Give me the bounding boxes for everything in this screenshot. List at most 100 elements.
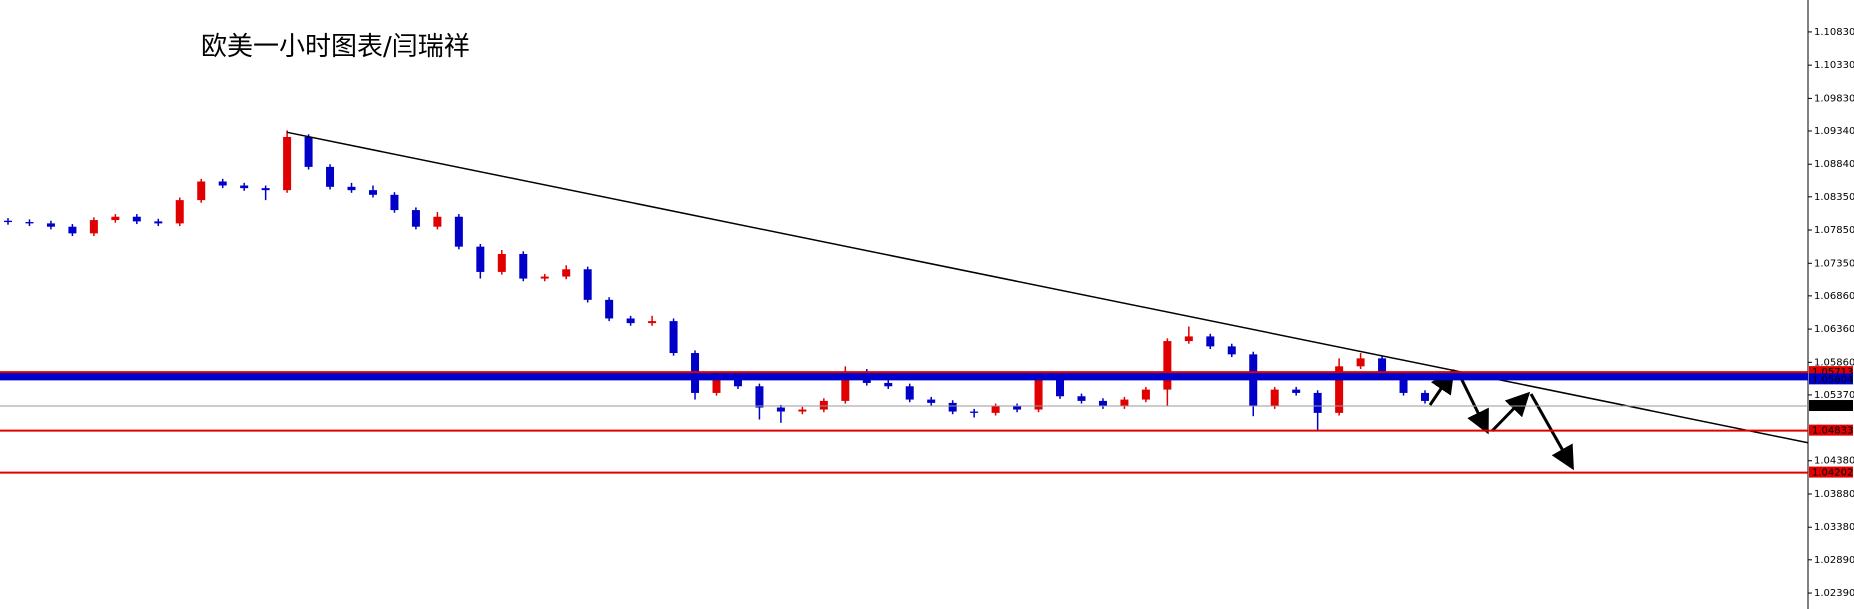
y-tick-label: 1.04380: [1814, 456, 1854, 467]
candle-body: [1421, 392, 1429, 401]
candle-body: [562, 269, 571, 277]
candle-body: [905, 386, 914, 400]
level-label: 1.04833: [1812, 426, 1853, 437]
y-tick-label: 1.02390: [1814, 588, 1854, 599]
candle-body: [368, 190, 377, 195]
candle-body: [132, 216, 141, 222]
candle-body: [648, 321, 657, 324]
candle-body: [948, 402, 957, 412]
forecast-arrows: [1428, 369, 1574, 471]
candle-body: [1163, 341, 1172, 390]
candle-body: [1098, 400, 1107, 407]
candle-body: [476, 246, 485, 272]
candle-body: [776, 407, 785, 412]
candle-body: [626, 318, 635, 324]
y-tick-label: 1.03880: [1814, 489, 1854, 500]
candle-body: [1335, 366, 1344, 413]
candle-body: [4, 220, 12, 223]
candle-body: [1013, 406, 1022, 410]
level-label-bg: [1809, 373, 1853, 385]
level-label: 1.05604: [1812, 374, 1853, 385]
y-tick-label: 1.10830: [1814, 27, 1854, 38]
candle-body: [497, 253, 506, 272]
candle-body: [197, 181, 206, 201]
candle-body: [798, 409, 807, 412]
y-tick-label: 1.08840: [1814, 159, 1854, 170]
candle-body: [218, 181, 227, 186]
y-tick-label: 1.07350: [1814, 258, 1854, 269]
candle-body: [411, 210, 420, 227]
candle-body: [755, 386, 764, 408]
candle-body: [991, 406, 1000, 413]
candle-body: [519, 253, 528, 279]
candle-body: [1034, 375, 1043, 410]
arrow: [1458, 375, 1489, 435]
level-band: [0, 372, 1808, 380]
candle-body: [712, 379, 721, 393]
candle-body: [1292, 389, 1301, 393]
level-label: 1.05203: [1812, 401, 1853, 412]
level-label: 1.04202: [1812, 468, 1853, 479]
candle-body: [347, 186, 356, 191]
y-tick-label: 1.03380: [1814, 522, 1854, 533]
y-tick-label: 1.05860: [1814, 357, 1854, 368]
candle-body: [326, 166, 335, 187]
y-tick-label: 1.06860: [1814, 291, 1854, 302]
level-label-bg: [1809, 466, 1853, 478]
candle-body: [970, 411, 979, 413]
candle-body: [46, 223, 55, 227]
y-tick-label: 1.09340: [1814, 126, 1854, 137]
y-tick-label: 1.02890: [1814, 555, 1854, 566]
level-label: 1.05713: [1812, 367, 1853, 378]
candle-body: [1184, 336, 1193, 342]
candle-body: [1077, 396, 1086, 401]
candle-body: [454, 216, 463, 247]
level-label-bg: [1809, 366, 1853, 378]
candle-body: [1206, 336, 1215, 347]
candle-body: [304, 136, 313, 167]
candle-body: [884, 382, 893, 387]
candle-body: [927, 399, 936, 403]
arrow: [1529, 393, 1574, 471]
candle-body: [68, 226, 77, 234]
level-label-bg: [1809, 424, 1853, 436]
candle-body: [1378, 358, 1387, 377]
y-tick-label: 1.07850: [1814, 225, 1854, 236]
candle-body: [583, 269, 592, 300]
trendline: [286, 131, 1809, 444]
candle-body: [283, 136, 292, 191]
candle-body: [433, 216, 442, 227]
candle-body: [1270, 389, 1279, 407]
candle-body: [605, 299, 614, 319]
y-tick-label: 1.10330: [1814, 60, 1854, 71]
candle-body: [733, 379, 742, 387]
y-tick-label: 1.06360: [1814, 324, 1854, 335]
level-label-bg: [1809, 400, 1853, 412]
chart-title: 欧美一小时图表/闫瑞祥: [201, 32, 470, 62]
candle-body: [1227, 346, 1236, 355]
arrow: [1490, 391, 1531, 433]
candle-body: [540, 276, 549, 279]
candle-body: [1399, 376, 1408, 393]
candle-body: [111, 216, 120, 221]
candle-body: [669, 321, 678, 354]
y-tick-label: 1.08350: [1814, 192, 1854, 203]
y-tick-label: 1.09830: [1814, 93, 1854, 104]
candle-body: [1313, 392, 1322, 413]
candle-body: [89, 220, 98, 234]
candle-body: [25, 222, 34, 224]
candle-body: [261, 188, 270, 191]
candle-body: [390, 194, 399, 211]
candle-body: [819, 400, 828, 410]
candle-body: [154, 221, 163, 224]
candle-body: [1056, 375, 1065, 397]
candle-body: [1141, 389, 1150, 400]
y-tick-label: 1.05370: [1814, 390, 1854, 401]
candle-body: [1120, 399, 1129, 407]
candle-body: [240, 185, 249, 189]
candle-body: [841, 374, 850, 401]
candle-body: [175, 200, 184, 224]
candle-body: [1356, 358, 1365, 367]
